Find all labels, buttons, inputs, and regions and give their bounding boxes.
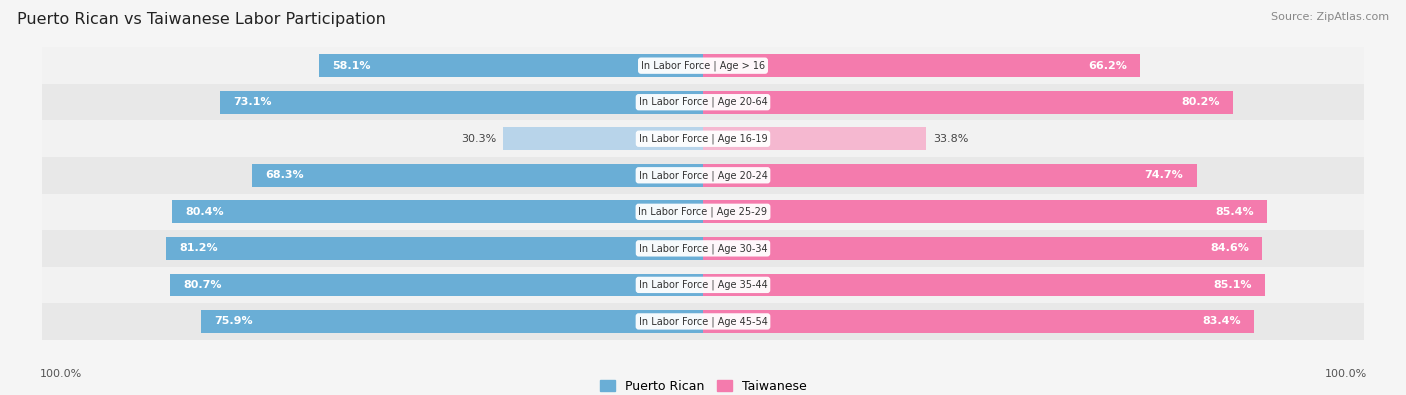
Bar bbox=[42, 120, 1364, 157]
Text: 75.9%: 75.9% bbox=[215, 316, 253, 326]
Text: 81.2%: 81.2% bbox=[180, 243, 218, 253]
Text: In Labor Force | Age 45-54: In Labor Force | Age 45-54 bbox=[638, 316, 768, 327]
Bar bbox=[201, 310, 703, 333]
Bar bbox=[42, 157, 1364, 194]
Bar bbox=[703, 91, 1233, 113]
Text: In Labor Force | Age 20-64: In Labor Force | Age 20-64 bbox=[638, 97, 768, 107]
Text: 80.4%: 80.4% bbox=[186, 207, 224, 217]
Text: 33.8%: 33.8% bbox=[934, 134, 969, 144]
Text: 80.2%: 80.2% bbox=[1181, 97, 1220, 107]
Bar bbox=[172, 201, 703, 223]
Bar bbox=[252, 164, 703, 186]
Text: Puerto Rican vs Taiwanese Labor Participation: Puerto Rican vs Taiwanese Labor Particip… bbox=[17, 12, 385, 27]
Bar bbox=[42, 84, 1364, 120]
Bar bbox=[703, 164, 1197, 186]
Text: 100.0%: 100.0% bbox=[39, 369, 82, 379]
Bar bbox=[42, 47, 1364, 84]
Bar bbox=[42, 194, 1364, 230]
Text: 73.1%: 73.1% bbox=[233, 97, 271, 107]
Text: 84.6%: 84.6% bbox=[1211, 243, 1249, 253]
Text: 85.4%: 85.4% bbox=[1216, 207, 1254, 217]
Bar bbox=[703, 310, 1254, 333]
Text: 100.0%: 100.0% bbox=[1324, 369, 1367, 379]
Legend: Puerto Rican, Taiwanese: Puerto Rican, Taiwanese bbox=[595, 375, 811, 395]
Text: In Labor Force | Age 35-44: In Labor Force | Age 35-44 bbox=[638, 280, 768, 290]
Text: In Labor Force | Age 16-19: In Labor Force | Age 16-19 bbox=[638, 134, 768, 144]
Text: 30.3%: 30.3% bbox=[461, 134, 496, 144]
Bar bbox=[319, 55, 703, 77]
Text: In Labor Force | Age > 16: In Labor Force | Age > 16 bbox=[641, 60, 765, 71]
Text: 58.1%: 58.1% bbox=[332, 61, 371, 71]
Bar bbox=[170, 274, 703, 296]
Text: In Labor Force | Age 25-29: In Labor Force | Age 25-29 bbox=[638, 207, 768, 217]
Bar bbox=[703, 237, 1263, 260]
Text: 80.7%: 80.7% bbox=[183, 280, 221, 290]
Bar bbox=[42, 303, 1364, 340]
Text: 83.4%: 83.4% bbox=[1202, 316, 1241, 326]
Bar bbox=[166, 237, 703, 260]
Bar bbox=[42, 267, 1364, 303]
Text: 66.2%: 66.2% bbox=[1088, 61, 1128, 71]
Text: 74.7%: 74.7% bbox=[1144, 170, 1184, 180]
Bar bbox=[703, 128, 927, 150]
Bar bbox=[503, 128, 703, 150]
Text: 68.3%: 68.3% bbox=[264, 170, 304, 180]
Bar bbox=[703, 201, 1267, 223]
Bar bbox=[703, 274, 1265, 296]
Text: Source: ZipAtlas.com: Source: ZipAtlas.com bbox=[1271, 12, 1389, 22]
Bar bbox=[219, 91, 703, 113]
Text: 85.1%: 85.1% bbox=[1213, 280, 1253, 290]
Bar bbox=[703, 55, 1140, 77]
Text: In Labor Force | Age 20-24: In Labor Force | Age 20-24 bbox=[638, 170, 768, 181]
Text: In Labor Force | Age 30-34: In Labor Force | Age 30-34 bbox=[638, 243, 768, 254]
Bar bbox=[42, 230, 1364, 267]
